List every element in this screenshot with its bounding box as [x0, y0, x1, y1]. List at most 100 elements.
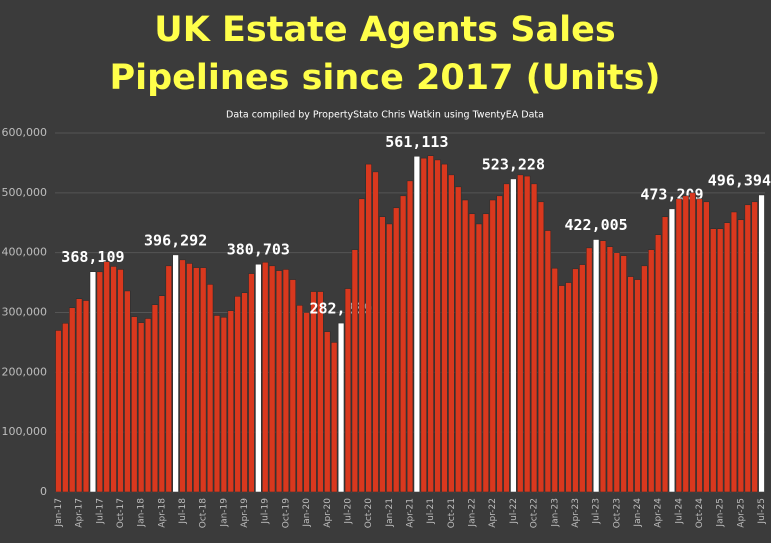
- bar: [586, 247, 593, 493]
- bar: [172, 254, 179, 493]
- chart-title: UK Estate Agents Sales: [154, 10, 615, 50]
- bar: [337, 322, 345, 493]
- bar: [69, 307, 76, 493]
- bar: [186, 263, 193, 493]
- bar: [220, 317, 228, 493]
- y-tick-label: 100,000: [2, 425, 48, 438]
- bar: [227, 310, 234, 493]
- bar: [572, 268, 579, 493]
- data-label: 396,292: [144, 231, 207, 249]
- x-tick-label: Jan-25: [716, 498, 726, 528]
- bar: [268, 265, 276, 493]
- bar: [131, 316, 138, 493]
- bar: [737, 219, 745, 493]
- bar: [158, 295, 165, 493]
- bar: [151, 304, 159, 493]
- bar: [344, 288, 352, 493]
- data-label: 422,005: [565, 216, 628, 234]
- y-tick-label: 600,000: [2, 126, 48, 139]
- x-tick-label: Oct-19: [281, 498, 291, 529]
- x-tick-label: Apr-22: [488, 498, 498, 528]
- bar: [551, 267, 558, 493]
- bar: [524, 175, 531, 493]
- x-tick-label: Oct-22: [530, 498, 540, 528]
- bar: [427, 155, 434, 493]
- bar: [82, 300, 90, 493]
- bar: [234, 296, 241, 493]
- x-tick-label: Jul-18: [178, 498, 188, 525]
- bar: [489, 199, 496, 493]
- x-tick-label: Apr-23: [571, 498, 581, 528]
- bar: [655, 234, 662, 493]
- data-label: 496,394: [708, 171, 771, 189]
- bar: [351, 249, 358, 493]
- bar: [165, 265, 172, 493]
- bar: [675, 198, 682, 493]
- bar: [413, 156, 421, 493]
- x-tick-label: Apr-20: [323, 498, 333, 528]
- x-tick-label: Jan-19: [219, 498, 229, 528]
- bar: [641, 265, 648, 493]
- bar: [296, 305, 303, 493]
- bar: [558, 285, 565, 493]
- bar: [599, 240, 607, 493]
- bar: [386, 223, 393, 493]
- bar: [537, 201, 545, 493]
- bar: [441, 163, 448, 493]
- bar: [530, 183, 538, 493]
- x-tick-label: Jan-24: [633, 498, 643, 528]
- y-tick-label: 0: [40, 485, 47, 498]
- bar: [399, 195, 407, 493]
- bar: [206, 284, 214, 493]
- x-tick-label: Jul-19: [261, 498, 271, 525]
- bar: [138, 322, 145, 493]
- bar: [448, 174, 455, 493]
- bar: [468, 213, 476, 493]
- bar: [592, 239, 600, 493]
- bar: [303, 312, 310, 493]
- bar: [379, 216, 386, 493]
- bar: [634, 279, 641, 493]
- x-tick-label: Oct-17: [116, 498, 126, 528]
- bar: [613, 252, 620, 493]
- bar: [110, 266, 117, 493]
- x-tick-label: Apr-24: [654, 498, 664, 528]
- bar: [62, 323, 69, 493]
- x-tick-label: Apr-25: [736, 498, 746, 528]
- bar: [696, 198, 703, 493]
- y-tick-label: 300,000: [2, 306, 48, 319]
- bar: [317, 291, 324, 493]
- x-tick-label: Oct-21: [447, 498, 457, 528]
- bar: [544, 230, 552, 493]
- bar: [565, 282, 572, 493]
- chart-title: Pipelines since 2017 (Units): [109, 58, 660, 98]
- bar: [455, 186, 462, 493]
- y-tick-label: 400,000: [2, 246, 48, 259]
- x-tick-label: Apr-17: [75, 498, 85, 528]
- bar: [744, 204, 751, 493]
- bar: [682, 195, 689, 493]
- bar: [620, 255, 627, 493]
- x-tick-label: Jul-23: [592, 498, 602, 525]
- bar: [689, 192, 696, 493]
- chart-subtitle: Data compiled by PropertyStato Chris Wat…: [226, 110, 544, 121]
- bar: [710, 228, 717, 493]
- bar: [579, 264, 586, 493]
- bar: [365, 163, 372, 493]
- bar: [331, 342, 338, 493]
- bar: [723, 222, 731, 493]
- bar: [758, 194, 765, 493]
- bar: [55, 330, 62, 493]
- x-tick-label: Jul-22: [509, 498, 519, 525]
- x-tick-label: Jan-17: [54, 498, 64, 528]
- x-tick-label: Jan-18: [137, 498, 147, 528]
- bar: [496, 195, 503, 493]
- bar: [200, 267, 207, 493]
- data-label: 368,109: [61, 248, 124, 266]
- x-tick-label: Oct-20: [364, 498, 374, 529]
- bar: [262, 261, 269, 493]
- x-tick-label: Oct-24: [695, 498, 705, 529]
- bar: [475, 223, 483, 493]
- x-tick-label: Jul-24: [674, 498, 684, 525]
